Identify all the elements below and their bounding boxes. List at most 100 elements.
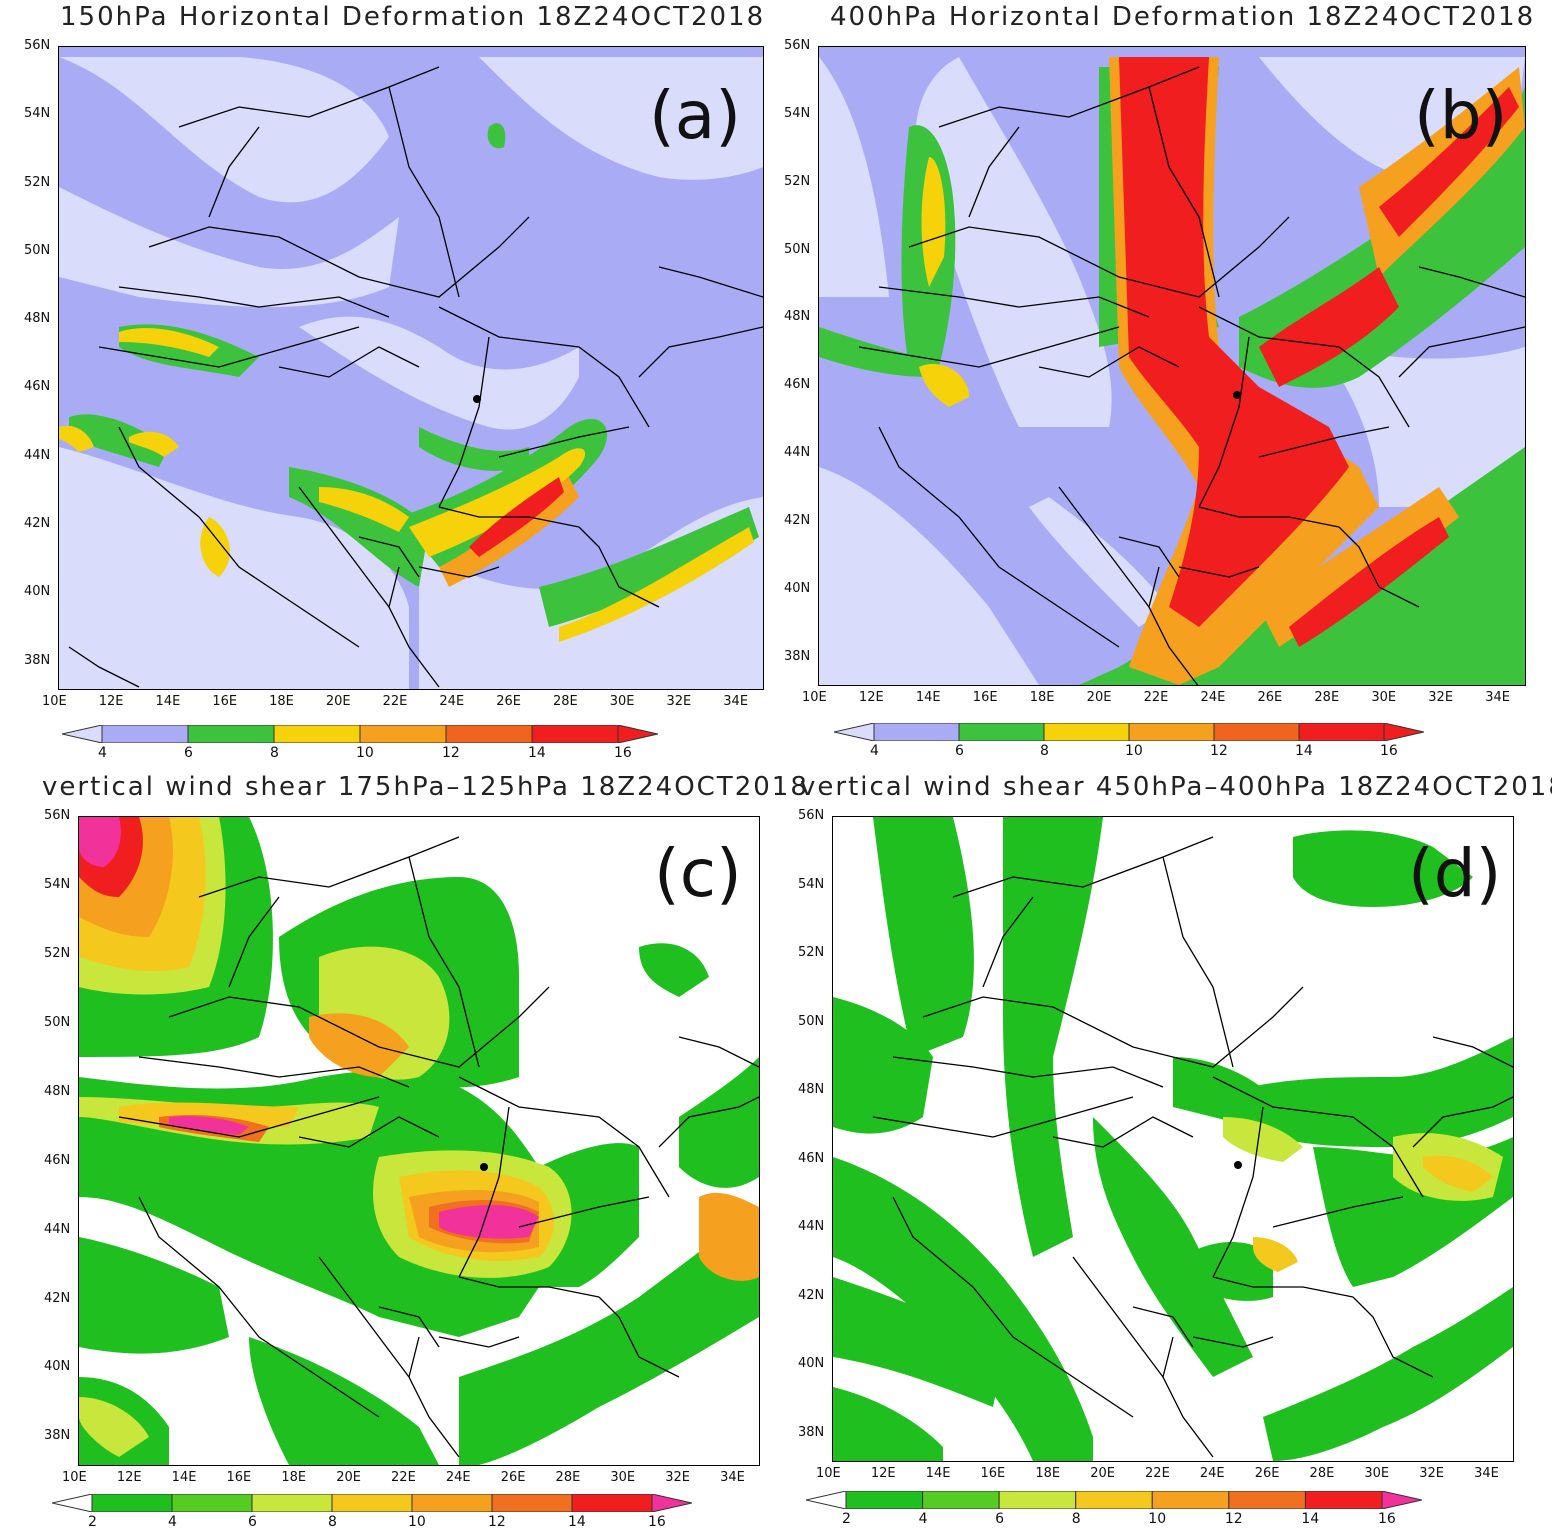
lat-tick-b: 50N [784,241,811,257]
lon-tick-c: 20E [336,1470,361,1485]
colorbar-b-label: 8 [1040,743,1049,759]
colorbar-c-label: 2 [88,1514,97,1530]
lon-tick-b: 18E [1029,690,1055,705]
colorbar-a-swatch [359,725,447,743]
lon-tick-b: 32E [1428,690,1454,705]
lon-tick-a: 10E [42,694,67,709]
colorbar-d-swatch [1075,1491,1153,1509]
lon-tick-a: 14E [155,694,181,709]
colorbar-b-swatch-low [834,723,875,741]
colorbar-b-swatch [958,723,1045,741]
lat-tick-d: 48N [798,1082,825,1098]
lon-tick-a: 20E [325,694,351,709]
colorbar-d-swatch [922,1491,1000,1509]
colorbar-b-label: 16 [1380,743,1398,759]
lon-tick-d: 24E [1199,1466,1225,1481]
colorbar-c-swatch [91,1494,173,1512]
colorbar-c-label: 16 [648,1514,666,1530]
lat-tick-b: 46N [784,377,811,393]
lon-tick-d: 26E [1254,1466,1280,1481]
colorbar-b-swatch [873,723,960,741]
colorbar-b-label: 12 [1210,743,1228,759]
lon-tick-c: 28E [555,1470,581,1485]
colorbar-c-label: 10 [408,1514,426,1530]
map-b-marker [1233,391,1241,399]
colorbar-b-swatch [1213,723,1300,741]
lon-tick-d: 12E [870,1466,896,1481]
colorbar-a-label: 10 [356,745,374,761]
lat-tick-c: 54N [44,876,71,892]
lat-tick-a: 56N [24,38,51,53]
colorbar-a-label: 12 [442,745,460,761]
map-d: (d) [832,816,1514,1462]
lon-tick-c: 16E [226,1470,252,1485]
colorbar-c-swatch [171,1494,253,1512]
lon-tick-c: 24E [445,1470,471,1485]
lat-tick-d: 40N [798,1356,825,1372]
colorbar-d-swatch [1151,1491,1230,1509]
colorbar-d-label: 12 [1224,1511,1243,1527]
colorbar-b-label: 10 [1125,743,1143,759]
colorbar-c-label: 6 [248,1514,257,1530]
colorbar-a-swatch-low [62,725,103,743]
colorbar-b-swatch [1043,723,1130,741]
map-c-marker [480,1163,488,1171]
map-d-marker [1234,1161,1242,1169]
lon-tick-a: 22E [382,694,408,709]
colorbar-c: 2 4 6 8 10 12 14 16 [52,1494,692,1530]
map-a: (a) [58,46,764,690]
colorbar-d-label: 2 [842,1511,851,1527]
lat-tick-a: 38N [24,652,51,668]
lon-tick-d: 18E [1035,1466,1061,1481]
colorbar-b-swatch [1128,723,1215,741]
lat-tick-a: 52N [24,174,51,190]
colorbar-c-label: 12 [488,1514,506,1530]
panel-d-label: (d) [1408,835,1502,912]
colorbar-b-label: 4 [870,743,879,759]
lon-tick-c: 22E [391,1470,416,1485]
colorbar-a-swatch [445,725,533,743]
colorbar-c-label: 8 [328,1514,337,1530]
map-c: (c) [78,816,760,1466]
lon-tick-d: 30E [1364,1466,1390,1481]
colorbar-b-swatch-high [1383,723,1424,741]
colorbar-c-label: 4 [168,1514,177,1530]
lat-tick-a: 54N [24,106,51,122]
lat-tick-c: 46N [44,1152,71,1168]
colorbar-a-label: 4 [98,745,107,761]
colorbar-d-label: 4 [918,1511,928,1527]
lat-tick-a: 46N [24,379,51,395]
colorbar-b-label: 14 [1295,743,1313,759]
colorbar-d-swatch [1304,1491,1383,1509]
colorbar-d-swatch-low [806,1491,847,1509]
lat-tick-c: 52N [44,945,71,961]
lon-tick-b: 28E [1314,690,1340,705]
colorbar-c-label: 14 [568,1514,586,1530]
colorbar-a-swatch [187,725,275,743]
colorbar-d-label: 14 [1301,1511,1320,1527]
lat-tick-d: 42N [798,1287,825,1303]
map-c-field [79,817,759,1465]
panel-d-title: vertical wind shear 450hPa–400hPa 18Z24O… [800,772,1552,802]
colorbar-c-swatch [251,1494,333,1512]
lon-tick-a: 34E [723,694,749,709]
colorbar-d-swatch [845,1491,924,1509]
lon-tick-a: 30E [609,694,635,709]
lon-tick-d: 14E [925,1466,951,1481]
lat-tick-c: 44N [44,1221,71,1237]
map-d-field [833,817,1513,1461]
lat-tick-c: 50N [44,1014,71,1030]
colorbar-b-swatch [1298,723,1385,741]
colorbar-d: 2 4 6 8 10 12 14 16 [806,1491,1422,1527]
lon-tick-a: 16E [212,694,238,709]
colorbar-a-label: 14 [528,745,546,761]
colorbar-c-swatch [491,1494,573,1512]
lon-tick-b: 34E [1485,690,1510,705]
map-b-field [819,47,1525,685]
lat-tick-b: 38N [784,648,811,664]
colorbar-a-swatches [62,725,658,743]
panel-c-label: (c) [654,835,742,912]
lat-tick-a: 50N [24,242,51,258]
panel-b-title: 400hPa Horizontal Deformation 18Z24OCT20… [830,2,1536,32]
lon-tick-b: 20E [1086,690,1112,705]
